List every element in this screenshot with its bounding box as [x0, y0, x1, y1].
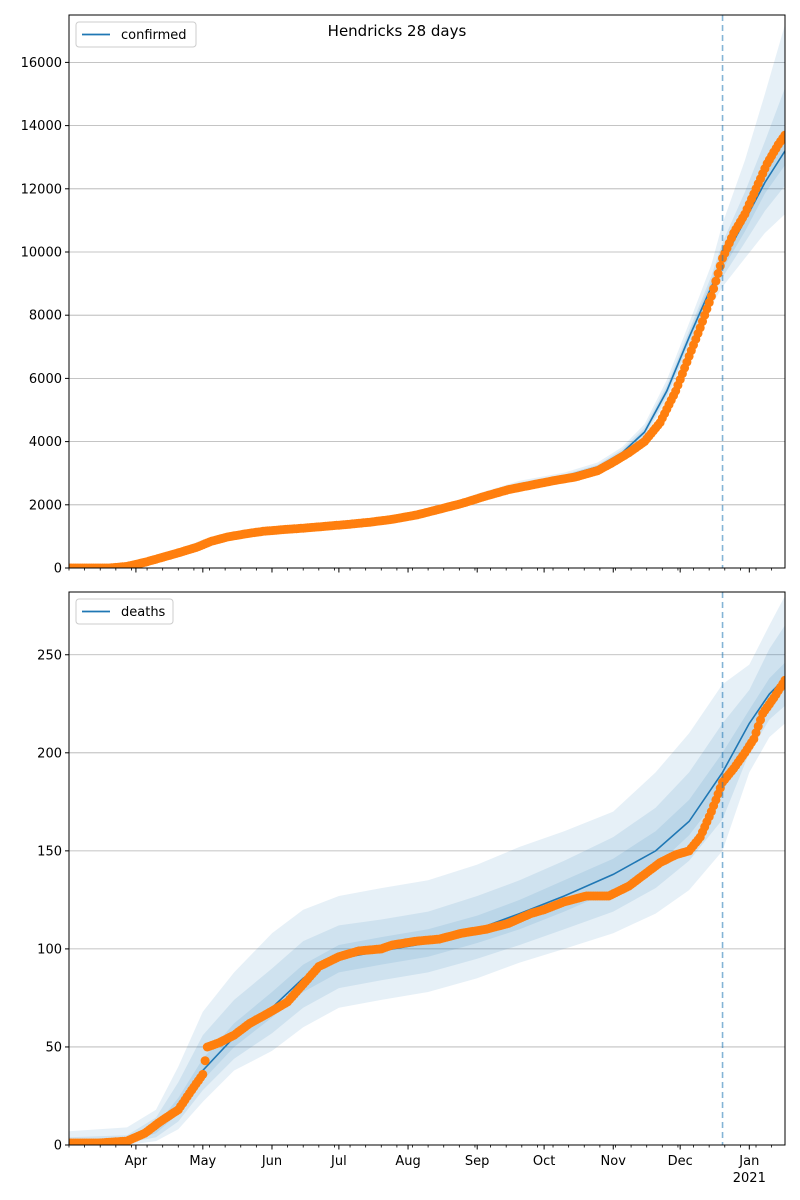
confidence-band — [69, 595, 785, 1145]
y-tick-label: 8000 — [29, 309, 62, 324]
y-tick-label: 2000 — [29, 498, 62, 513]
plot-area — [69, 595, 785, 1145]
confirmed-panel: 0 2000 4000 6000 8000 10000 12000 14000 16000 con… — [21, 14, 786, 577]
y-tick-label: 12000 — [21, 182, 62, 197]
observed-point — [711, 276, 721, 286]
confidence-band — [69, 24, 785, 568]
y-tick-label: 4000 — [29, 435, 62, 450]
x-tick-label: May — [189, 1154, 216, 1169]
observed-point — [713, 269, 723, 278]
y-tick-label: 0 — [54, 1139, 62, 1154]
y-tick-label: 200 — [37, 746, 62, 761]
chart-title: Hendricks 28 days — [328, 22, 467, 40]
x-tick-label: Jul — [330, 1154, 347, 1169]
confidence-band — [69, 128, 785, 568]
y-tick-label: 100 — [37, 942, 62, 957]
legend-label: deaths — [121, 605, 166, 620]
y-tick-label: 16000 — [21, 56, 62, 71]
y-tick-label: 6000 — [29, 372, 62, 387]
y-tick-label: 0 — [54, 562, 62, 577]
legend-label: confirmed — [121, 28, 187, 43]
confidence-band — [69, 87, 785, 568]
x-tick-label: Jan — [738, 1154, 759, 1169]
x-tick-label: Aug — [395, 1154, 420, 1169]
x-tick-label: Apr — [125, 1154, 148, 1169]
observed-point — [706, 291, 716, 301]
x-tick-label: Dec — [668, 1154, 693, 1169]
observed-point — [200, 1056, 210, 1066]
legend-box — [75, 21, 197, 48]
plot-area — [69, 24, 785, 568]
x-year-label: 2021 — [733, 1171, 766, 1186]
observed-point — [715, 261, 725, 271]
observed-point — [780, 675, 785, 685]
x-tick-label: Sep — [465, 1154, 490, 1169]
axes-frame — [68, 591, 786, 1146]
x-tick-label: Oct — [533, 1154, 555, 1169]
legend-box — [75, 598, 174, 625]
y-tick-label: 150 — [37, 844, 62, 859]
y-tick-label: 250 — [37, 648, 62, 663]
x-tick-label: Jun — [261, 1154, 282, 1169]
deaths-panel: 0 50 100 150 200 250 Apr May Jun Jul Aug Sep Oct Nov D… — [37, 591, 786, 1186]
observed-point — [780, 130, 785, 140]
y-tick-label: 50 — [45, 1040, 62, 1055]
observed-point — [198, 1069, 208, 1079]
observed-point — [709, 284, 719, 294]
y-tick-label: 10000 — [21, 246, 62, 261]
x-tick-label: Nov — [601, 1154, 627, 1169]
axes-frame — [68, 14, 786, 569]
y-tick-label: 14000 — [21, 119, 62, 134]
confidence-band — [69, 625, 785, 1145]
